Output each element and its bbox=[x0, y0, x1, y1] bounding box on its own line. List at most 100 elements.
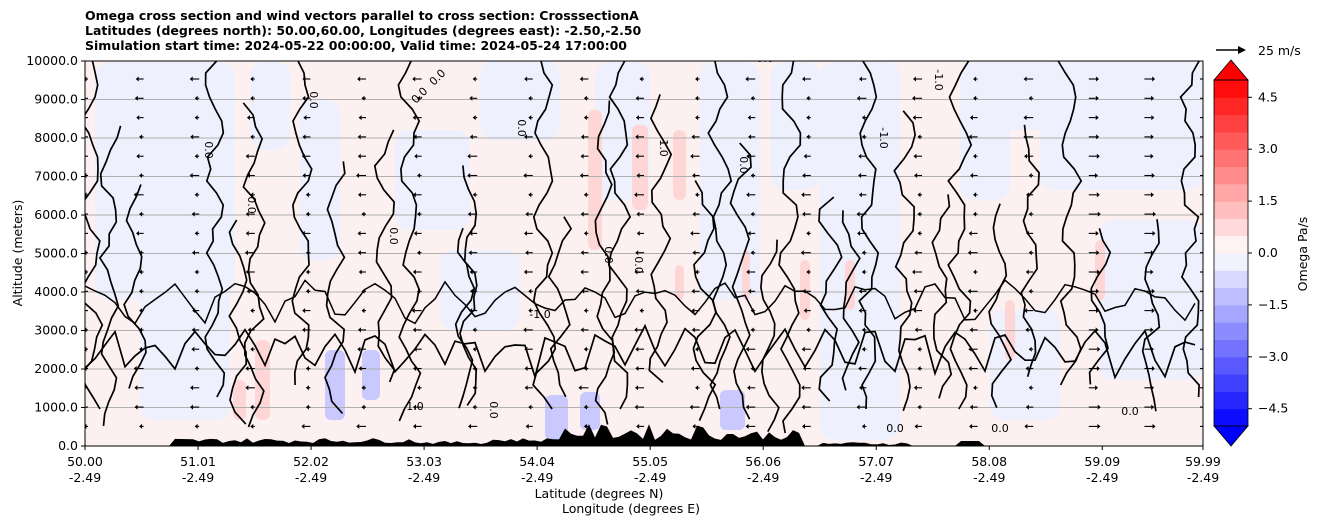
wind-vector-head bbox=[1152, 76, 1156, 82]
omega-contour-midlevel bbox=[85, 279, 1196, 325]
wind-vector-head bbox=[417, 173, 421, 178]
wind-vector-head bbox=[194, 366, 198, 371]
wind-vector-head bbox=[583, 115, 587, 121]
omega-contour bbox=[1020, 124, 1040, 378]
wind-vector-head bbox=[357, 250, 361, 256]
wind-vector-head bbox=[858, 288, 862, 294]
wind-vectors bbox=[85, 76, 1211, 429]
y-tick-label: 9000.0 bbox=[34, 92, 78, 107]
wind-vector-head bbox=[583, 346, 587, 352]
wind-vector-head bbox=[806, 230, 810, 236]
wind-vector-head bbox=[469, 95, 473, 101]
wind-vector-head bbox=[194, 288, 198, 294]
ascent-region-4 bbox=[395, 130, 470, 230]
wind-vector-head bbox=[1206, 96, 1209, 101]
wind-vector-head bbox=[806, 269, 810, 275]
wind-vector-head bbox=[194, 423, 198, 429]
wind-vector-head bbox=[302, 327, 306, 333]
wind-vector-head bbox=[912, 95, 916, 101]
y-tick-label: 4000.0 bbox=[34, 284, 78, 299]
colorbar-level bbox=[1214, 235, 1248, 254]
wind-vector-head bbox=[528, 192, 532, 198]
wind-vector-head bbox=[634, 269, 638, 275]
wind-vector-head bbox=[583, 404, 587, 410]
wind-vector-head bbox=[1208, 289, 1211, 294]
wind-vector-head bbox=[802, 76, 806, 82]
wind-vector-head bbox=[583, 230, 587, 236]
wind-vector-head bbox=[305, 211, 309, 217]
wind-vector-head bbox=[523, 230, 527, 236]
wind-vector-head bbox=[1096, 153, 1100, 159]
colorbar-level bbox=[1214, 97, 1248, 116]
wind-vector-head bbox=[695, 76, 699, 82]
title-line-1: Omega cross section and wind vectors par… bbox=[85, 8, 639, 23]
wind-vector-head bbox=[1151, 115, 1155, 121]
contour-label: 0.0 bbox=[602, 246, 615, 264]
colorbar-tick-label: −1.5 bbox=[1258, 297, 1288, 312]
wind-vector-head bbox=[1152, 211, 1156, 217]
omega-contour bbox=[291, 61, 313, 386]
y-axis: 0.0 1000.0 2000.0 3000.0 4000.0 5000.0 6000.0 7… bbox=[26, 53, 85, 453]
wind-vector-head bbox=[139, 134, 143, 140]
wind-vector-head bbox=[861, 423, 865, 429]
wind-vector-head bbox=[639, 308, 643, 314]
wind-vector-head bbox=[468, 423, 472, 429]
wind-vector-head bbox=[801, 192, 805, 198]
wind-vector-head bbox=[1096, 192, 1100, 198]
wind-vector-head bbox=[917, 346, 921, 352]
wind-vector-head bbox=[524, 366, 528, 371]
omega-contour bbox=[242, 102, 266, 428]
wind-vector-head bbox=[1207, 231, 1210, 236]
wind-vector-head bbox=[194, 115, 198, 121]
wind-vector-head bbox=[580, 250, 584, 256]
wind-vector-head bbox=[361, 404, 365, 410]
ascent-streak-1 bbox=[362, 350, 380, 400]
wind-vector-head bbox=[190, 404, 194, 410]
colorbar-tick-label: 3.0 bbox=[1258, 141, 1278, 156]
omega-contour bbox=[204, 61, 226, 398]
wind-vector-head bbox=[414, 153, 418, 159]
wind-vector-head bbox=[469, 288, 473, 294]
wind-vector-head bbox=[635, 115, 639, 121]
wind-vector-head bbox=[914, 423, 918, 429]
colorbar-tick-label: −4.5 bbox=[1258, 401, 1288, 416]
wind-vector-head bbox=[635, 288, 639, 294]
wind-vector-head bbox=[1028, 288, 1032, 294]
wind-vector-head bbox=[1151, 95, 1155, 101]
omega-contour bbox=[1141, 219, 1161, 412]
wind-vector-head bbox=[691, 134, 695, 140]
ascent-region-7 bbox=[700, 62, 760, 300]
wind-vector-head bbox=[858, 153, 862, 159]
wind-vector-head bbox=[134, 95, 138, 101]
wind-vector-head bbox=[914, 250, 918, 256]
wind-vector-head bbox=[917, 192, 921, 198]
wind-vector-head bbox=[417, 385, 421, 391]
descent-streak-10 bbox=[1095, 240, 1105, 300]
wind-vector-head bbox=[412, 76, 416, 82]
x-tick-label-lat: 50.00 bbox=[67, 454, 103, 469]
x-tick-label-lon: -2.49 bbox=[747, 470, 779, 485]
wind-vector-head bbox=[191, 211, 195, 217]
wind-vector-head bbox=[1208, 385, 1211, 390]
wind-vector-head bbox=[745, 404, 749, 410]
wind-vector-head bbox=[1025, 404, 1029, 410]
contour-label: 0.0 bbox=[387, 227, 400, 245]
wind-vector-head bbox=[528, 95, 532, 101]
wind-vector-head bbox=[968, 366, 972, 371]
wind-vector-head bbox=[748, 288, 752, 294]
wind-vector-head bbox=[301, 153, 305, 159]
ascent-streak-4 bbox=[580, 392, 600, 430]
wind-vector-head bbox=[750, 211, 754, 217]
colorbar-tick-label: −3.0 bbox=[1258, 349, 1288, 364]
wind-vector-head bbox=[1150, 134, 1154, 140]
wind-vector-head bbox=[635, 385, 639, 391]
wind-vector-head bbox=[361, 288, 365, 294]
x-tick-label-lon: -2.49 bbox=[182, 470, 214, 485]
wind-vector-head bbox=[190, 385, 194, 391]
y-tick-label: 1000.0 bbox=[34, 400, 78, 415]
wind-vector-head bbox=[250, 76, 254, 82]
wind-vector-head bbox=[247, 173, 251, 178]
wind-vector-head bbox=[1206, 308, 1209, 313]
omega-contour bbox=[931, 194, 953, 399]
x-tick-label-lon: -2.49 bbox=[860, 470, 892, 485]
